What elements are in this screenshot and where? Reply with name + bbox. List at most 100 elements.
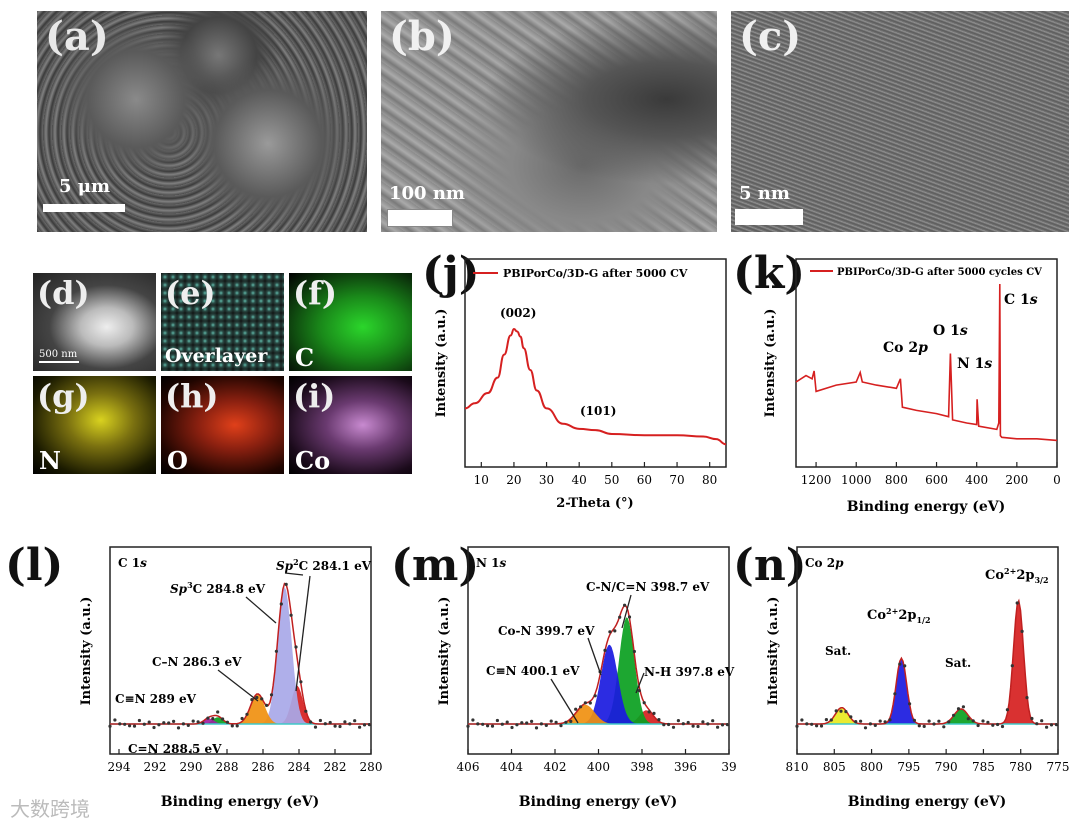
chart-n-point [839, 709, 843, 713]
chart-k-tick-label: 200 [1005, 473, 1028, 487]
chart-l-point [323, 722, 327, 726]
scale-text-b: 100 nm [389, 183, 465, 204]
chart-k-xlabel: Binding energy (eV) [847, 499, 1005, 515]
chart-m-point [642, 701, 646, 705]
chart-n-ann-p12: Co2+2p1/2 [867, 606, 931, 625]
chart-k-tick-label: 0 [1053, 473, 1061, 487]
map-d-label: (d) [37, 274, 90, 312]
chart-l-point [118, 722, 122, 726]
chart-n-frame [796, 546, 1059, 755]
map-h-label: (h) [165, 377, 219, 415]
chart-n-point [878, 719, 882, 723]
chart-m-point [525, 721, 529, 725]
chart-l-point [245, 712, 249, 716]
map-f-text: C [295, 343, 315, 371]
panel-label-b: (b) [389, 13, 455, 60]
chart-m-envelope [468, 604, 729, 725]
chart-l-tick-label: 292 [144, 760, 167, 774]
chart-m-point [554, 720, 558, 724]
chart-k: PBIPorCo/3D-G after 5000 cycles CV 1200 1… [763, 258, 1061, 515]
chart-m-point [588, 701, 592, 705]
chart-l-point [299, 680, 303, 684]
chart-l-point [367, 723, 371, 727]
chart-l-point [221, 717, 225, 721]
chart-m-point [505, 720, 509, 724]
chart-n-point [859, 719, 863, 723]
chart-m-point [613, 629, 617, 633]
chart-m-xlabel: Binding energy (eV) [519, 794, 677, 810]
map-g-text: N [39, 446, 61, 474]
chart-n-point [849, 715, 853, 719]
chart-l-ann-sp3: Sp3C 284.8 eV [170, 580, 266, 596]
chart-k-tick-label: 600 [925, 473, 948, 487]
chart-n-point [912, 718, 916, 722]
chart-m-point [706, 722, 710, 726]
chart-j-tick-label: 20 [506, 473, 521, 487]
chart-l-point [240, 716, 244, 721]
chart-l-frame [109, 546, 372, 755]
chart-l-point [230, 724, 234, 728]
chart-k-series [795, 283, 1058, 442]
chart-n-point [1000, 724, 1005, 729]
chart-n-tick-label: 775 [1047, 760, 1070, 774]
chart-l-point [304, 709, 308, 713]
chart-n-point [991, 723, 995, 727]
chart-l-tick-label: 294 [108, 760, 131, 774]
chart-n-point [1040, 719, 1044, 723]
chart-n-point [805, 722, 809, 726]
chart-m-point [618, 615, 622, 619]
chart-n-point [956, 707, 961, 711]
chart-l-arrow-4 [217, 669, 259, 702]
scale-text-a: 5 μm [59, 176, 111, 197]
chart-m-point [471, 718, 475, 722]
chart-l-point [353, 719, 357, 723]
micrograph-a: (a) 5 μm [37, 11, 367, 232]
chart-n-point [917, 724, 921, 728]
chart-l-arrows [217, 572, 311, 702]
chart-n-point [927, 719, 931, 723]
chart-l-point [157, 723, 161, 727]
watermark: 大数跨境 [10, 797, 90, 821]
chart-m-point [725, 723, 729, 727]
chart-n-point [1035, 722, 1039, 726]
chart-m-peak [468, 704, 729, 724]
chart-m-point [686, 720, 690, 725]
chart-m-point [662, 723, 666, 727]
chart-m-point [481, 722, 485, 726]
map-e-text: Overlayer [165, 345, 268, 367]
chart-l-point [191, 719, 195, 723]
chart-m-point [623, 603, 627, 607]
chart-l-point [216, 710, 220, 714]
chart-n-point [903, 664, 907, 668]
chart-m-tick-label: 39 [721, 760, 736, 774]
chart-l-point [196, 720, 200, 724]
panel-label-c: (c) [739, 13, 802, 60]
chart-n: 810 805 800 795 790 785 780 775 Co 2p Sat. Sat.… [766, 546, 1070, 810]
chart-m-ann-nh: N-H 397.8 eV [644, 665, 735, 679]
chart-j-tick-label: 10 [474, 473, 489, 487]
chart-l-point [313, 725, 318, 729]
chart-l-point [333, 724, 337, 728]
map-g: (g) N [33, 376, 156, 474]
chart-m-point [716, 725, 720, 729]
chart-l-tick-label: 290 [180, 760, 203, 774]
chart-l-point [172, 719, 176, 723]
chart-k-ann-o: O 1s [933, 323, 968, 339]
chart-n-tick-label: 810 [786, 760, 809, 774]
chart-m-point [539, 722, 543, 726]
chart-l-point [142, 722, 146, 726]
chart-n-point [795, 724, 799, 728]
chart-n-point [815, 724, 819, 728]
chart-l-point [255, 695, 259, 700]
chart-m-point [637, 689, 641, 693]
chart-m-point [495, 718, 499, 723]
chart-n-point [863, 726, 868, 730]
chart-n-ann-sat2: Sat. [945, 656, 971, 670]
chart-m-point [676, 719, 680, 723]
chart-j-ann-002: (002) [500, 306, 536, 320]
chart-j-frame [464, 258, 727, 468]
chart-l-point [343, 720, 347, 724]
map-d-scale-bar [39, 361, 79, 363]
chart-m-arrow-1 [621, 594, 632, 629]
chart-m-point [520, 721, 524, 725]
